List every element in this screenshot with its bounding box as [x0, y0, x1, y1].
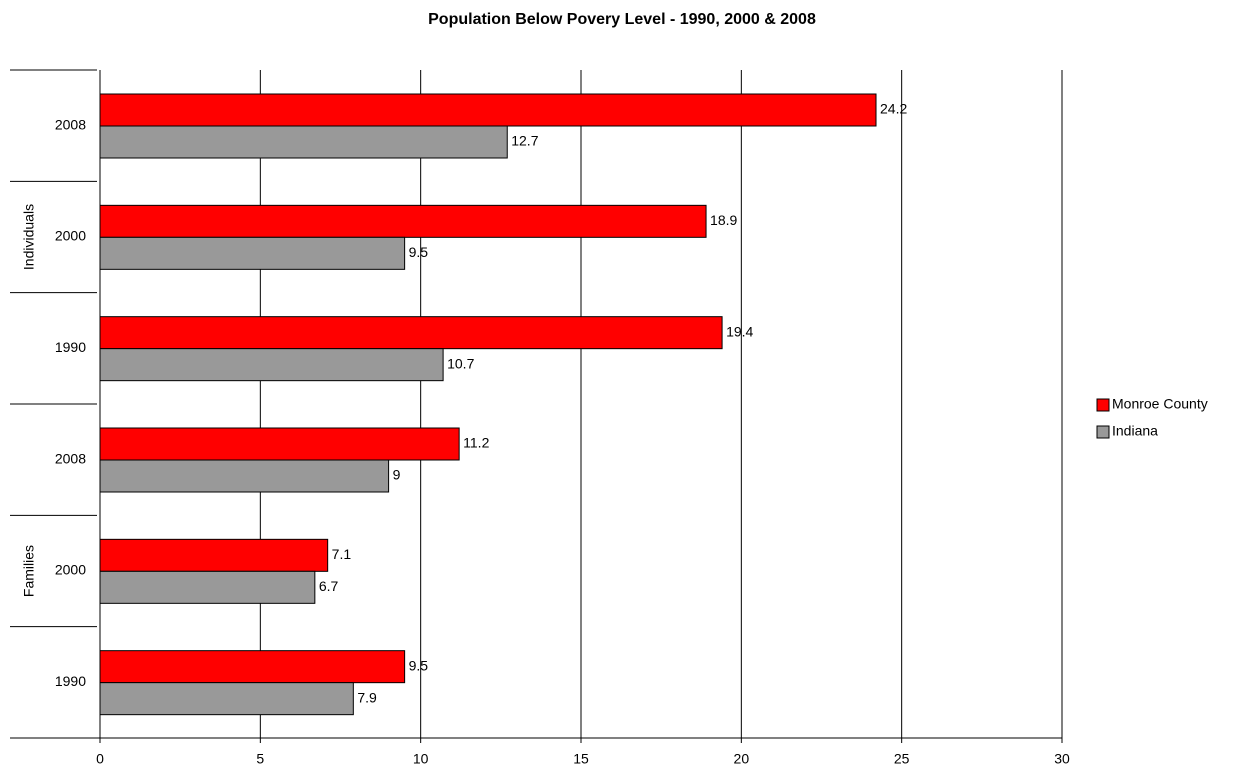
x-tick-label: 0: [96, 751, 104, 767]
legend-label: Monroe County: [1112, 396, 1208, 412]
value-label: 9: [393, 467, 401, 483]
x-tick-label: 20: [734, 751, 750, 767]
y-tick-label: 1990: [55, 673, 86, 689]
bar: [99, 348, 444, 382]
value-label: 12.7: [511, 133, 538, 149]
value-label: 10.7: [447, 355, 474, 371]
value-label: 9.5: [409, 657, 429, 673]
value-label: 6.7: [319, 578, 339, 594]
legend-swatch: [1096, 398, 1110, 412]
bar: [99, 682, 354, 716]
legend-label: Indiana: [1112, 423, 1158, 439]
bar: [99, 125, 508, 159]
value-label: 9.5: [409, 244, 429, 260]
chart-title: Population Below Povery Level - 1990, 20…: [428, 11, 816, 28]
bar: [99, 236, 406, 270]
value-label: 7.9: [357, 689, 377, 705]
bar: [99, 316, 723, 350]
value-label: 7.1: [332, 546, 352, 562]
legend-swatch: [1096, 425, 1110, 439]
bar: [99, 650, 406, 684]
value-label: 18.9: [710, 212, 737, 228]
bar: [99, 570, 316, 604]
y-tick-label: 2008: [55, 116, 86, 132]
bar: [99, 93, 877, 127]
y-tick-label: 2000: [55, 228, 86, 244]
y-tick-label: 1990: [55, 339, 86, 355]
value-label: 11.2: [463, 435, 489, 451]
value-label: 24.2: [880, 101, 907, 117]
bar: [99, 427, 460, 461]
y-tick-label: 2008: [55, 450, 86, 466]
x-tick-label: 10: [413, 751, 429, 767]
x-tick-label: 15: [573, 751, 589, 767]
group-label: Individuals: [21, 204, 37, 270]
group-label: Families: [21, 545, 37, 597]
y-tick-label: 2000: [55, 562, 86, 578]
bar: [99, 459, 390, 493]
value-label: 19.4: [726, 323, 753, 339]
x-tick-label: 5: [256, 751, 264, 767]
x-tick-label: 25: [894, 751, 910, 767]
x-tick-label: 30: [1054, 751, 1070, 767]
bar: [99, 204, 707, 238]
bar: [99, 538, 329, 572]
